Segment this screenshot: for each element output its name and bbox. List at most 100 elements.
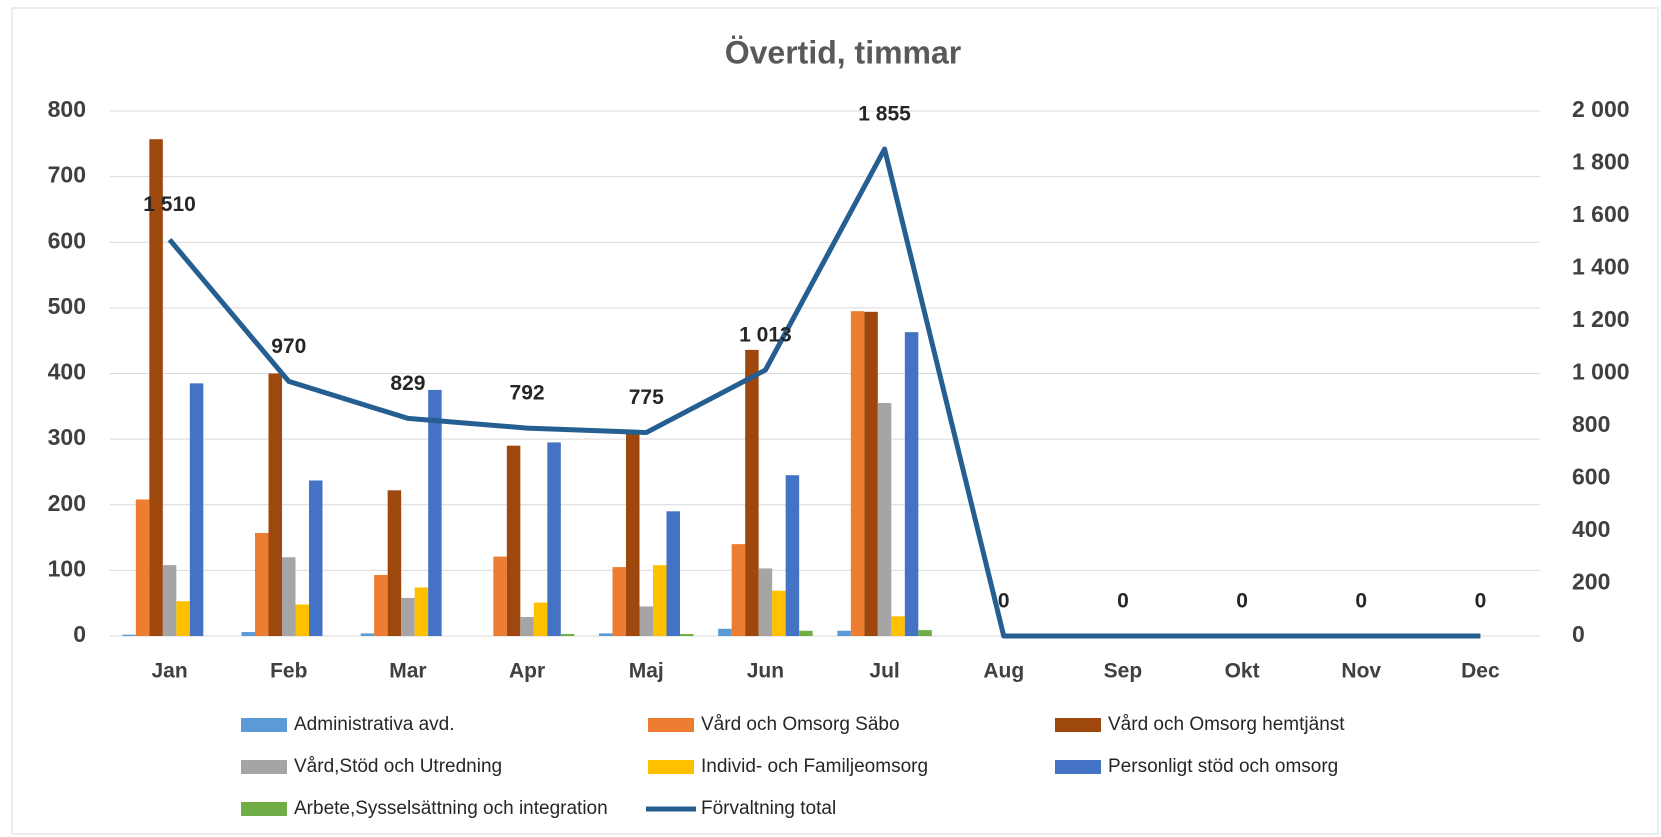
bar: [241, 632, 255, 636]
bar: [176, 601, 190, 636]
bar: [904, 332, 919, 636]
bar: [891, 616, 905, 636]
bar: [520, 616, 534, 636]
bar: [493, 556, 507, 636]
legend-label: Förvaltning total: [701, 798, 836, 819]
x-tick-label: Mar: [389, 660, 426, 683]
bar: [268, 373, 282, 636]
legend-swatch: [648, 718, 694, 732]
data-label: 1 510: [143, 193, 196, 216]
bar: [387, 490, 402, 636]
x-tick-label: Dec: [1461, 660, 1500, 683]
data-label: 0: [1475, 590, 1487, 613]
data-label: 0: [1236, 590, 1248, 613]
bar: [428, 389, 442, 636]
bar: [560, 634, 575, 636]
y-tick-label: 600: [48, 227, 86, 253]
y2-tick-label: 600: [1572, 464, 1610, 490]
x-tick-label: Feb: [270, 660, 307, 683]
legend-label: Arbete,Sysselsättning och integration: [294, 798, 608, 819]
bar: [864, 311, 878, 636]
y2-tick-label: 1 800: [1572, 149, 1630, 175]
data-label: 970: [271, 335, 306, 358]
legend-label: Personligt stöd och omsorg: [1108, 756, 1338, 777]
x-tick-label: Nov: [1341, 660, 1381, 683]
y2-tick-label: 1 600: [1572, 201, 1630, 227]
legend-swatch: [1055, 760, 1101, 774]
bar: [309, 480, 323, 636]
bar: [506, 445, 521, 636]
y-tick-label: 100: [48, 555, 86, 581]
legend-swatch: [648, 760, 694, 774]
legend-label: Vård,Stöd och Utredning: [294, 756, 502, 777]
bar: [718, 628, 732, 636]
data-label: 1 855: [858, 103, 911, 126]
y-tick-label: 700: [48, 162, 86, 188]
bar: [731, 544, 746, 636]
x-tick-label: Aug: [983, 660, 1024, 683]
line: [167, 146, 1481, 639]
y2-tick-label: 200: [1572, 569, 1610, 595]
bar: [162, 565, 177, 636]
bar: [666, 511, 680, 636]
chart-frame: [11, 7, 1659, 835]
bar: [122, 634, 136, 636]
legend-swatch: [241, 760, 287, 774]
bar: [149, 139, 163, 636]
bar: [799, 630, 813, 636]
y2-tick-label: 1 200: [1572, 306, 1630, 332]
data-label: 775: [629, 386, 664, 409]
bar: [918, 630, 932, 636]
bar: [639, 606, 653, 636]
x-tick-label: Apr: [509, 660, 545, 683]
bar: [189, 383, 204, 636]
bar: [533, 602, 548, 636]
bar: [374, 574, 388, 636]
y2-tick-label: 800: [1572, 411, 1610, 437]
bar: [414, 587, 429, 636]
legend-label: Vård och Omsorg hemtjänst: [1108, 714, 1345, 735]
y2-tick-label: 1 400: [1572, 254, 1630, 280]
legend-label: Vård och Omsorg Säbo: [701, 714, 900, 735]
data-label: 829: [390, 372, 425, 395]
y2-tick-label: 400: [1572, 516, 1610, 542]
y-tick-label: 300: [48, 424, 86, 450]
bar: [547, 442, 561, 636]
data-label: 0: [998, 590, 1010, 613]
x-tick-label: Sep: [1104, 660, 1143, 683]
bar: [837, 630, 851, 636]
legend-label: Individ- och Familjeomsorg: [701, 756, 928, 777]
x-tick-label: Jul: [869, 660, 899, 683]
bar: [877, 403, 892, 636]
bar: [295, 604, 309, 636]
data-label: 0: [1117, 590, 1129, 613]
bar: [850, 311, 865, 636]
bar: [612, 567, 626, 636]
data-label: 0: [1355, 590, 1367, 613]
x-tick-label: Maj: [629, 660, 664, 683]
x-tick-label: Jan: [151, 660, 187, 683]
data-label: 1 013: [739, 324, 792, 347]
legend-swatch: [241, 718, 287, 732]
bar: [653, 565, 667, 636]
legend-label: Administrativa avd.: [294, 714, 455, 735]
bar: [785, 475, 800, 636]
bar: [626, 431, 640, 636]
x-tick-label: Okt: [1225, 660, 1260, 683]
bar: [745, 349, 759, 636]
bar: [255, 532, 269, 636]
bar: [135, 499, 150, 636]
legend-swatch: [241, 802, 287, 816]
chart-title: Övertid, timmar: [725, 34, 962, 70]
x-tick-label: Jun: [747, 660, 784, 683]
y-tick-label: 0: [73, 621, 86, 647]
bar: [599, 633, 613, 636]
y-tick-label: 500: [48, 293, 86, 319]
y2-tick-label: 0: [1572, 621, 1585, 647]
y2-tick-label: 1 000: [1572, 359, 1630, 385]
bar: [401, 597, 415, 636]
y2-tick-label: 2 000: [1572, 96, 1630, 122]
y-tick-label: 200: [48, 490, 86, 516]
